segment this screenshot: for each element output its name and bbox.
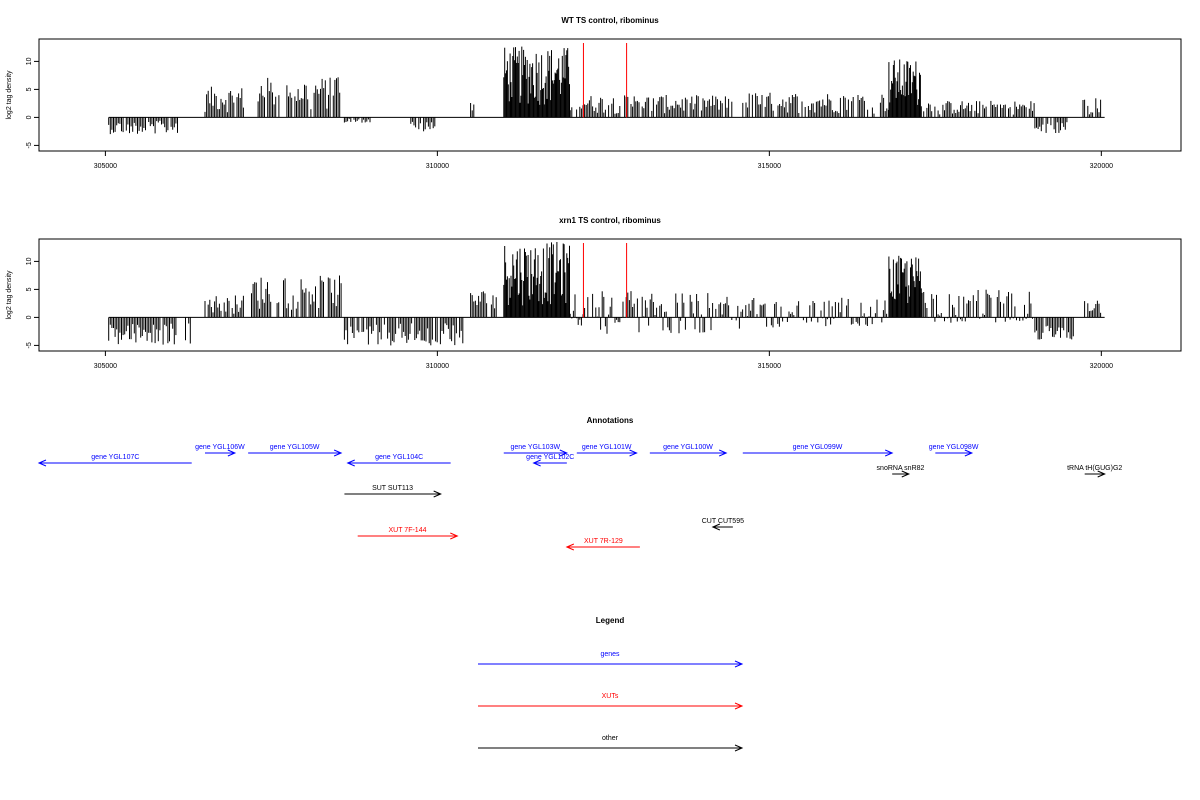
feature-sut-sut113-arrowhead — [433, 490, 442, 498]
legend-genes-arrowhead — [734, 660, 744, 668]
feature-xut-7r-129-label: XUT 7R-129 — [584, 538, 623, 545]
track-wt-xtick-label-0: 305000 — [94, 163, 117, 170]
track-wt-ytick-label-1: 0 — [26, 115, 33, 119]
feature-gene-ygl102c-arrowhead — [532, 459, 541, 467]
feature-gene-ygl103w: gene YGL103W — [503, 444, 569, 457]
legend-other-arrowhead — [734, 744, 744, 752]
feature-gene-ygl099w-arrowhead — [884, 449, 894, 457]
track-xrn1-ytick-label-2: 5 — [26, 287, 33, 291]
feature-gene-ygl105w-label: gene YGL105W — [270, 444, 320, 451]
feature-gene-ygl100w-label: gene YGL100W — [663, 444, 713, 451]
feature-gene-ygl104c-label: gene YGL104C — [375, 454, 423, 461]
feature-gene-ygl099w-label: gene YGL099W — [793, 444, 843, 451]
feature-xut-7f-144-label: XUT 7F-144 — [388, 527, 426, 534]
track-wt: WT TS control, ribominus log2 tag densit… — [6, 16, 1182, 170]
track-xrn1-y-axis: -5 0 5 10 — [26, 257, 39, 349]
track-xrn1-ytick-label-3: 10 — [26, 257, 33, 265]
feature-gene-ygl101w-label: gene YGL101W — [582, 444, 632, 451]
feature-gene-ygl105w-arrowhead — [333, 449, 343, 457]
legend-genes-label: genes — [600, 651, 620, 658]
track-xrn1-xtick-label-0: 305000 — [94, 363, 117, 370]
feature-gene-ygl106w-arrowhead — [227, 449, 237, 457]
legend-title: Legend — [596, 616, 625, 625]
track-wt-y-axis: -5 0 5 10 — [26, 57, 39, 149]
legend-panel: Legend genes XUTs other — [478, 616, 744, 752]
track-xrn1-bars — [108, 242, 1102, 346]
feature-gene-ygl104c-arrowhead — [346, 459, 355, 467]
legend-xuts: XUTs — [478, 693, 744, 710]
legend-xuts-label: XUTs — [602, 693, 619, 700]
annotation-features: gene YGL107C gene YGL106W gene YGL105W gene… — [37, 444, 1122, 551]
track-wt-ytick-label-2: 5 — [26, 87, 33, 91]
feature-gene-ygl103w-arrowhead — [559, 449, 569, 457]
track-wt-ylabel: log2 tag density — [6, 70, 13, 120]
track-xrn1-title: xrn1 TS control, ribominus — [559, 216, 661, 225]
track-xrn1: xrn1 TS control, ribominus log2 tag dens… — [6, 216, 1182, 370]
track-wt-ytick-label-0: -5 — [26, 142, 33, 148]
feature-gene-ygl099w: gene YGL099W — [742, 444, 894, 457]
feature-gene-ygl102c: gene YGL102C — [526, 454, 574, 467]
annotations-title: Annotations — [587, 416, 634, 425]
feature-trna-th-gug-g2-label: tRNA tH(GUG)G2 — [1067, 465, 1122, 472]
feature-xut-7r-129: XUT 7R-129 — [565, 538, 640, 551]
track-wt-xtick-label-1: 310000 — [426, 163, 449, 170]
legend-xuts-arrowhead — [734, 702, 744, 710]
track-wt-frame — [38, 38, 1182, 152]
track-wt-x-axis: 305000 310000 315000 320000 — [94, 151, 1113, 170]
track-xrn1-markers — [582, 243, 628, 318]
track-xrn1-xtick-label-2: 315000 — [758, 363, 781, 370]
feature-gene-ygl098w: gene YGL098W — [929, 444, 979, 457]
feature-trna-th-gug-g2: tRNA tH(GUG)G2 — [1067, 465, 1122, 478]
track-xrn1-xtick-label-1: 310000 — [426, 363, 449, 370]
feature-gene-ygl103w-label: gene YGL103W — [510, 444, 560, 451]
track-xrn1-frame — [38, 238, 1182, 352]
track-wt-title: WT TS control, ribominus — [561, 16, 659, 25]
track-xrn1-x-axis: 305000 310000 315000 320000 — [94, 351, 1113, 370]
feature-gene-ygl100w: gene YGL100W — [649, 444, 728, 457]
legend-other-label: other — [602, 735, 619, 742]
track-wt-xtick-label-3: 320000 — [1090, 163, 1113, 170]
feature-xut-7f-144: XUT 7F-144 — [357, 527, 459, 540]
feature-trna-th-gug-g2-arrowhead — [1097, 470, 1106, 478]
track-wt-xtick-label-2: 315000 — [758, 163, 781, 170]
feature-xut-7r-129-arrowhead — [565, 543, 575, 551]
feature-gene-ygl106w: gene YGL106W — [195, 444, 245, 457]
feature-cut-cut595-arrowhead — [711, 523, 721, 531]
feature-xut-7f-144-arrowhead — [450, 532, 459, 540]
feature-sut-sut113-label: SUT SUT113 — [372, 485, 413, 492]
feature-gene-ygl104c: gene YGL104C — [346, 454, 451, 467]
legend-genes: genes — [478, 651, 744, 668]
feature-gene-ygl100w-arrowhead — [718, 449, 728, 457]
feature-gene-ygl101w-arrowhead — [629, 449, 638, 457]
feature-cut-cut595: CUT CUT595 — [702, 518, 744, 531]
feature-snorna-snr82-arrowhead — [901, 470, 911, 478]
feature-gene-ygl102c-label: gene YGL102C — [526, 454, 574, 461]
legend-other: other — [478, 735, 744, 752]
feature-gene-ygl106w-label: gene YGL106W — [195, 444, 245, 451]
feature-snorna-snr82: snoRNA snR82 — [877, 465, 925, 478]
feature-snorna-snr82-label: snoRNA snR82 — [877, 465, 925, 472]
legend-items: genes XUTs other — [478, 651, 744, 752]
feature-gene-ygl101w: gene YGL101W — [576, 444, 638, 457]
track-wt-bars — [108, 46, 1102, 135]
feature-gene-ygl107c-arrowhead — [37, 459, 47, 467]
feature-gene-ygl107c: gene YGL107C — [37, 454, 192, 467]
track-xrn1-ylabel: log2 tag density — [6, 270, 13, 320]
track-xrn1-xtick-label-3: 320000 — [1090, 363, 1113, 370]
feature-gene-ygl107c-label: gene YGL107C — [91, 454, 139, 461]
feature-gene-ygl105w: gene YGL105W — [248, 444, 343, 457]
track-xrn1-ytick-label-1: 0 — [26, 315, 33, 319]
feature-cut-cut595-label: CUT CUT595 — [702, 518, 744, 525]
feature-sut-sut113: SUT SUT113 — [344, 485, 442, 498]
track-wt-markers — [582, 43, 628, 118]
track-wt-ytick-label-3: 10 — [26, 57, 33, 65]
feature-gene-ygl098w-arrowhead — [964, 449, 974, 457]
feature-gene-ygl098w-label: gene YGL098W — [929, 444, 979, 451]
track-xrn1-ytick-label-0: -5 — [26, 342, 33, 348]
